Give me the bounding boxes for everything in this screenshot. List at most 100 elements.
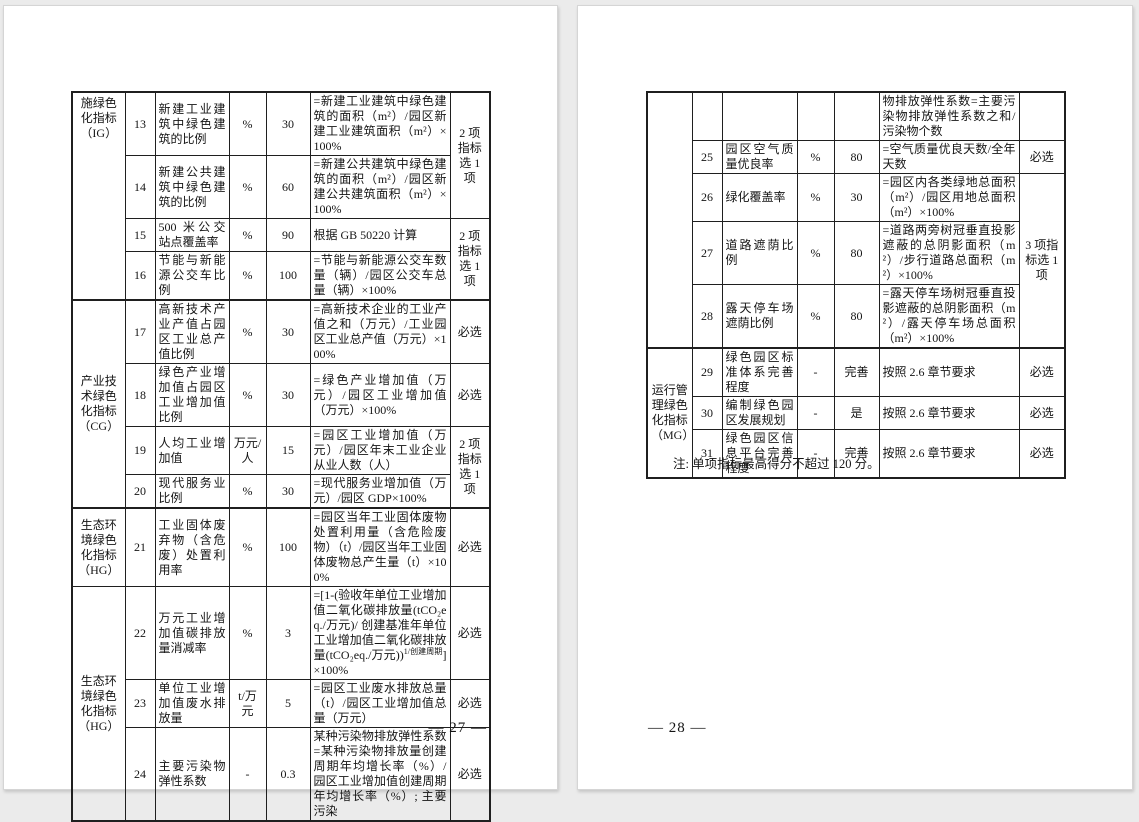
table-row: 施绿色化指标（IG） 13 新建工业建筑中绿色建筑的比例% 30 =新建工业建筑中绿色建… xyxy=(71,91,491,301)
indicator-unit: - xyxy=(796,396,835,430)
indicator-selection: 3 项指标选 1 项 xyxy=(1018,173,1066,349)
indicator-formula: =现代服务业增加值（万元）/园区 GDP×100% xyxy=(309,474,451,509)
table-row: 运行管理绿色化指标（MG） 29 绿色园区标准体系完善程度 - 完善按照 2.6 章节要… xyxy=(646,347,1066,479)
indicator-benchmark: 60 xyxy=(265,155,311,219)
indicator-number: 15 xyxy=(124,218,156,252)
indicator-benchmark: 完善 xyxy=(833,347,880,397)
indicator-formula: =高新技术企业的工业产值之和（万元）/工业园区工业总产值（万元）×100% xyxy=(309,299,451,364)
indicator-benchmark: 100 xyxy=(265,507,311,587)
indicator-selection: 必选 xyxy=(449,727,491,822)
indicator-formula: 按照 2.6 章节要求 xyxy=(878,429,1020,479)
indicator-number: 26 xyxy=(691,173,723,222)
indicator-benchmark: 30 xyxy=(833,173,880,222)
indicator-formula: =园区工业增加值（万元）/园区年末工业企业从业人数（人） xyxy=(309,426,451,475)
indicator-unit: % xyxy=(228,363,267,427)
indicator-unit xyxy=(796,91,835,141)
indicator-benchmark: 30 xyxy=(265,474,311,509)
indicator-benchmark: 80 xyxy=(833,221,880,285)
indicator-benchmark: 是 xyxy=(833,396,880,430)
indicator-name: 万元工业增加值碳排放量消减率 xyxy=(154,586,230,680)
page-number-27: — 27 — xyxy=(428,720,487,736)
indicator-unit: t/万元 xyxy=(228,679,267,728)
indicator-name: 主要污染物弹性系数 xyxy=(154,727,230,822)
category-cell: 生态环境绿色化指标（HG） xyxy=(71,507,126,587)
indicator-unit: % xyxy=(228,91,267,156)
indicator-unit: % xyxy=(796,140,835,174)
table-row: 产业技术绿色化指标（CG） 17 高新技术产业产值占园区工业总产值比例% 30 =高新技… xyxy=(71,299,491,509)
table-row: 19 人均工业增加值 万元/人 15 =园区工业增加值（万元）/园区年末工业企业从业人数… xyxy=(72,426,491,509)
indicator-number: 22 xyxy=(124,586,156,680)
indicator-selection: 2 项指标选 1 项 xyxy=(449,426,491,509)
indicator-number: 30 xyxy=(691,396,723,430)
indicator-name: 现代服务业比例 xyxy=(154,474,230,509)
indicator-formula: =园区当年工业固体废物处置利用量（含危险废物）（t）/园区当年工业固体废物总产生… xyxy=(309,507,451,587)
indicator-benchmark: 30 xyxy=(265,363,311,427)
indicator-formula: =园区内各类绿地总面积（m²）/园区用地总面积（m²）×100% xyxy=(878,173,1020,222)
indicator-unit: - xyxy=(796,347,835,397)
indicator-number: 18 xyxy=(124,363,156,427)
table-row: 生态环境绿色化指标（HG） 22 万元工业增加值碳排放量消减率% 3 =[1-(验收年单… xyxy=(71,586,491,822)
indicator-number: 29 xyxy=(691,347,723,397)
category-cell: 产业技术绿色化指标（CG） xyxy=(71,299,126,509)
indicator-formula: 某种污染物排放弹性系数=某种污染物排放量创建周期年均增长率（%）/园区工业增加值… xyxy=(309,727,451,822)
indicator-benchmark: 30 xyxy=(265,299,311,364)
indicator-selection: 必选 xyxy=(449,363,491,427)
indicator-number: 23 xyxy=(124,679,156,728)
indicator-number xyxy=(691,91,723,141)
indicator-formula: =露天停车场树冠垂直投影遮蔽的总阴影面积（m²）/露天停车场总面积（m²）×10… xyxy=(878,284,1020,349)
category-cell: 生态环境绿色化指标（HG） xyxy=(71,586,126,822)
table-row: 28 露天停车场遮荫比例% 80 =露天停车场树冠垂直投影遮蔽的总阴影面积（m²）/露… xyxy=(647,284,1065,349)
indicator-unit: % xyxy=(228,507,267,587)
indicator-number: 27 xyxy=(691,221,723,285)
category-cell: 施绿色化指标（IG） xyxy=(71,91,126,301)
indicator-benchmark: 30 xyxy=(265,91,311,156)
indicator-benchmark: 15 xyxy=(265,426,311,475)
indicator-number: 13 xyxy=(124,91,156,156)
indicator-unit: % xyxy=(796,284,835,349)
indicator-unit: % xyxy=(228,586,267,680)
indicator-name: 道路遮荫比例 xyxy=(721,221,798,285)
indicator-number: 20 xyxy=(124,474,156,509)
indicator-number: 25 xyxy=(691,140,723,174)
indicator-unit: % xyxy=(796,173,835,222)
indicator-benchmark: 3 xyxy=(265,586,311,680)
indicator-unit: % xyxy=(228,251,267,301)
indicator-selection: 必选 xyxy=(449,586,491,680)
indicator-unit: 万元/人 xyxy=(228,426,267,475)
indicator-benchmark: 80 xyxy=(833,140,880,174)
indicator-formula: =新建公共建筑中绿色建筑的面积（m²）/园区新建公共建筑面积（m²）×100% xyxy=(309,155,451,219)
indicator-name: 人均工业增加值 xyxy=(154,426,230,475)
table-note: 注: 单项指标最高得分不超过 120 分。 xyxy=(673,457,880,471)
indicator-number: 19 xyxy=(124,426,156,475)
indicator-benchmark: 100 xyxy=(265,251,311,301)
indicator-formula: 根据 GB 50220 计算 xyxy=(309,218,451,252)
indicator-benchmark: 90 xyxy=(265,218,311,252)
indicator-selection: 必选 xyxy=(1018,347,1066,397)
indicator-formula: =节能与新能源公交车数量（辆）/园区公交车总量（辆）×100% xyxy=(309,251,451,301)
document-viewer-canvas: { "pages": { "left": { "page_number": "—… xyxy=(3,5,1133,822)
category-cell: 运行管理绿色化指标（MG） xyxy=(646,347,693,479)
indicator-name: 绿色园区信息平台完善程度 xyxy=(721,429,798,479)
indicator-unit: % xyxy=(228,474,267,509)
indicator-benchmark: 80 xyxy=(833,284,880,349)
indicator-name: 新建公共建筑中绿色建筑的比例 xyxy=(154,155,230,219)
indicator-formula: 物排放弹性系数=主要污染物排放弹性系数之和/污染物个数 xyxy=(878,91,1020,141)
indicator-name: 单位工业增加值废水排放量 xyxy=(154,679,230,728)
indicator-selection xyxy=(1018,91,1066,141)
indicator-selection: 必选 xyxy=(1018,429,1066,479)
indicator-selection: 必选 xyxy=(1018,396,1066,430)
indicator-number: 21 xyxy=(124,507,156,587)
indicator-name: 绿色产业增加值占园区工业增加值比例 xyxy=(154,363,230,427)
indicator-selection: 必选 xyxy=(449,679,491,728)
indicator-number: 16 xyxy=(124,251,156,301)
indicator-number: 28 xyxy=(691,284,723,349)
indicator-name: 园区空气质量优良率 xyxy=(721,140,798,174)
page-number-28: — 28 — xyxy=(648,720,707,736)
table-row: 25 园区空气质量优良率% 80 =空气质量优良天数/全年天数 必选 xyxy=(647,140,1066,174)
table-row: 30 编制绿色园区发展规划 - 是按照 2.6 章节要求 必选 xyxy=(647,396,1066,430)
table-row: 物排放弹性系数=主要污染物排放弹性系数之和/污染物个数 xyxy=(646,91,1066,349)
indicator-name: 绿色园区标准体系完善程度 xyxy=(721,347,798,397)
indicator-selection: 必选 xyxy=(449,299,491,364)
indicator-name: 工业固体废弃物（含危废）处置利用率 xyxy=(154,507,230,587)
indicator-unit: % xyxy=(796,221,835,285)
